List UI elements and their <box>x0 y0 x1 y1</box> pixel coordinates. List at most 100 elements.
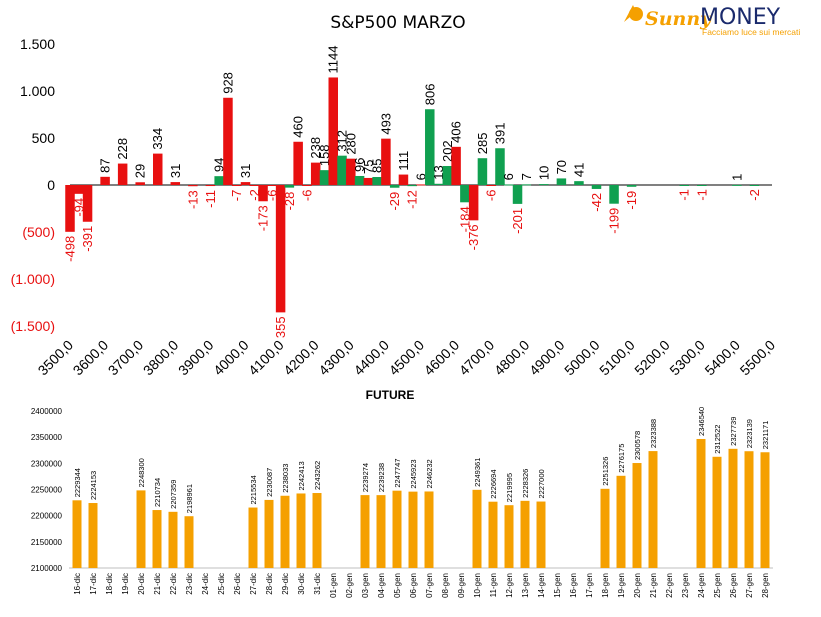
bottom-x-tick-label: 26-gen <box>729 573 738 598</box>
y-tick-label: (500) <box>22 224 55 240</box>
top-chart-data-label: -6 <box>264 190 279 202</box>
top-chart-bar <box>328 77 338 185</box>
x-tick-label: 5400,0 <box>701 337 743 379</box>
top-chart-data-label: 460 <box>291 116 306 138</box>
x-tick-label: 3800,0 <box>140 337 182 379</box>
bottom-chart-bar <box>504 505 514 568</box>
top-chart-bar <box>372 177 382 185</box>
top-chart-data-label: 111 <box>396 151 411 171</box>
top-chart-bar <box>363 177 374 185</box>
top-chart-bar <box>153 153 163 185</box>
x-tick-label: 5500,0 <box>737 337 779 379</box>
bottom-chart-data-label: 2229344 <box>73 468 82 497</box>
top-chart-data-label: -28 <box>282 192 297 211</box>
x-tick-label: 4500,0 <box>386 337 428 379</box>
x-tick-label: 4700,0 <box>456 337 498 379</box>
bottom-chart-bar <box>424 491 434 568</box>
x-tick-label: 4300,0 <box>315 337 357 379</box>
bottom-chart-bar <box>280 495 290 568</box>
top-chart-bar <box>135 182 145 185</box>
top-chart-data-label: 1144 <box>326 45 341 73</box>
bottom-chart-bar <box>600 488 610 568</box>
bottom-x-tick-label: 26-dic <box>233 573 242 595</box>
top-chart-bar <box>495 148 505 185</box>
top-chart-bar <box>249 185 260 186</box>
bottom-chart-data-label: 2224153 <box>89 471 98 500</box>
top-chart-bar <box>407 185 417 187</box>
top-chart-bar <box>117 163 128 185</box>
bottom-x-tick-label: 20-gen <box>633 573 642 598</box>
top-chart-data-label: -173 <box>256 205 271 231</box>
top-chart-data-label: 31 <box>238 164 253 178</box>
bottom-x-tick-label: 25-dic <box>217 573 226 595</box>
bottom-x-tick-label: 14-gen <box>537 573 546 598</box>
top-chart-data-label: -42 <box>589 193 604 212</box>
top-chart-data-label: -29 <box>387 192 402 211</box>
bottom-x-tick-label: 23-gen <box>681 573 690 598</box>
bottom-chart-data-label: 2247747 <box>393 458 402 487</box>
top-chart-data-label: -199 <box>607 208 622 234</box>
bottom-x-tick-label: 29-dic <box>281 573 290 595</box>
top-chart-bar <box>205 185 216 187</box>
bottom-chart-data-label: 2227000 <box>537 469 546 498</box>
bottom-x-tick-label: 20-dic <box>137 573 146 595</box>
bottom-chart-bar <box>616 475 626 568</box>
bottom-chart-bar <box>488 501 498 568</box>
bottom-y-tick-label: 2100000 <box>31 564 63 573</box>
bottom-chart-data-label: 2323388 <box>649 419 658 448</box>
x-tick-label: 3600,0 <box>70 337 112 379</box>
bottom-chart-data-label: 2276175 <box>617 444 626 473</box>
top-chart-bar <box>574 181 584 185</box>
bottom-chart-data-label: 2321171 <box>761 421 770 450</box>
top-chart-data-label: 87 <box>98 158 113 172</box>
top-chart-bar <box>460 185 470 203</box>
top-chart-bar <box>626 185 637 187</box>
top-chart-bar <box>214 176 224 185</box>
x-tick-label: 4800,0 <box>491 337 533 379</box>
bottom-x-tick-label: 24-dic <box>201 573 210 595</box>
bottom-x-tick-label: 19-dic <box>121 573 130 595</box>
top-chart-data-label: 75 <box>361 159 376 173</box>
bottom-x-tick-label: 12-gen <box>505 573 514 598</box>
bottom-chart-bar <box>744 451 754 568</box>
bottom-chart-bar <box>264 499 274 568</box>
top-chart-bar <box>319 170 330 185</box>
top-chart-data-label: 202 <box>440 140 455 162</box>
top-chart-data-label: 70 <box>554 160 569 174</box>
bottom-x-tick-label: 19-gen <box>617 573 626 598</box>
bottom-x-tick-label: 22-dic <box>169 573 178 595</box>
bottom-chart-data-label: 2245923 <box>409 459 418 488</box>
bottom-chart-data-label: 2219995 <box>505 473 514 502</box>
top-chart-data-label: 1 <box>729 174 744 181</box>
x-tick-label: 3500,0 <box>35 337 77 379</box>
y-tick-label: 1.500 <box>20 36 55 52</box>
x-tick-label: 4200,0 <box>280 337 322 379</box>
bottom-chart-bar <box>312 493 322 568</box>
top-chart-bar <box>521 184 532 186</box>
bottom-chart-data-label: 2207359 <box>169 480 178 509</box>
top-chart-data-label: -376 <box>466 224 481 250</box>
top-chart-data-label: 391 <box>492 123 507 145</box>
y-tick-label: (1.000) <box>11 271 55 287</box>
top-chart-data-label: 96 <box>352 158 367 172</box>
top-chart-bar <box>425 109 435 185</box>
bottom-x-tick-label: 04-gen <box>377 573 386 598</box>
bottom-x-tick-label: 28-gen <box>761 573 770 598</box>
top-chart-data-label: 285 <box>475 133 490 155</box>
top-chart-bar <box>539 184 549 186</box>
bottom-chart-data-label: 2239238 <box>377 463 386 492</box>
top-chart-data-label: -498 <box>63 236 78 262</box>
bottom-chart-data-label: 2210734 <box>153 478 162 507</box>
top-chart-data-label: 13 <box>431 165 446 179</box>
top-chart-data-label: -13 <box>185 190 200 209</box>
top-chart-data-label: 29 <box>133 164 148 178</box>
top-chart-bar <box>433 183 444 185</box>
top-chart: 1.5001.0005000(500)(1.000)(1.500)3500,03… <box>11 36 779 378</box>
top-chart-bar <box>381 138 391 185</box>
logo-tagline: Facciamo luce sui mercati <box>702 27 800 37</box>
x-tick-label: 5100,0 <box>596 337 638 379</box>
top-chart-bar <box>337 155 347 185</box>
bottom-chart-bar <box>392 490 402 568</box>
top-chart-data-label: 85 <box>370 159 385 173</box>
x-tick-label: 3700,0 <box>105 337 147 379</box>
